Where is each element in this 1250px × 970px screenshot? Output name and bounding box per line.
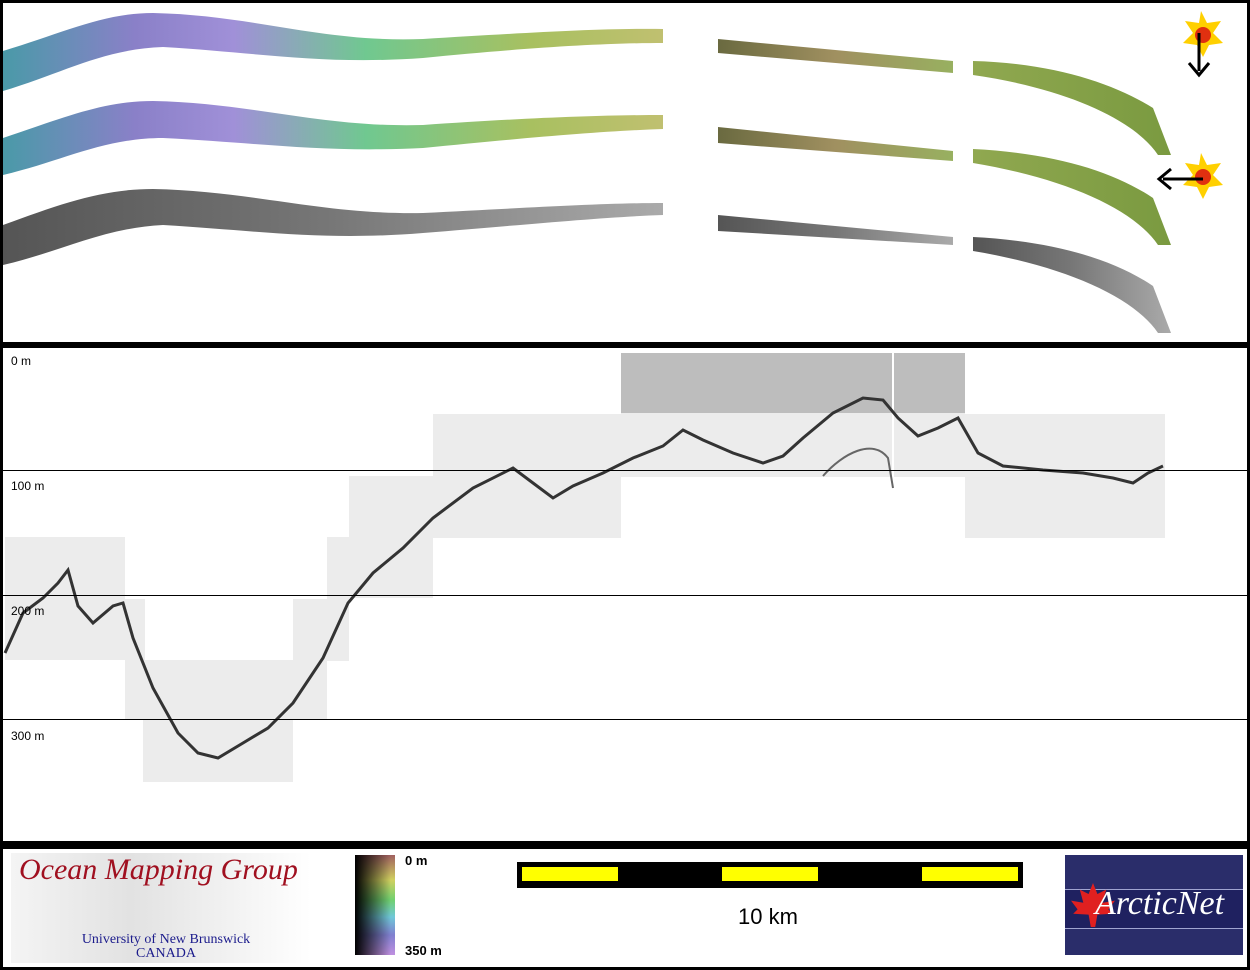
omg-logo-university: University of New Brunswick — [81, 932, 251, 947]
profile-swath-blocks — [5, 353, 1165, 782]
depth-colorbar — [355, 855, 395, 955]
subbottom-profile-panel: 0 m 100 m 200 m 300 m — [3, 348, 1247, 841]
strip-row-2 — [3, 101, 1171, 245]
depth-gridline-100 — [3, 470, 1247, 471]
ocean-mapping-group-logo: Ocean Mapping Group University of New Br… — [11, 853, 311, 963]
depth-label-0: 0 m — [11, 354, 32, 368]
depth-label-300: 300 m — [11, 729, 45, 743]
depth-gridline-300 — [3, 719, 1247, 720]
omg-logo-country: CANADA — [136, 946, 196, 961]
strip-row-1 — [3, 13, 1171, 155]
depth-gridline-200 — [3, 595, 1247, 596]
depth-label-100: 100 m — [11, 479, 45, 493]
sun-north-icon — [1183, 11, 1223, 78]
arcticnet-logo-text: ArcticNet — [1095, 885, 1225, 922]
sun-east-icon — [1156, 153, 1223, 199]
omg-logo-title: Ocean Mapping Group — [19, 853, 298, 886]
scale-bar — [517, 862, 1023, 888]
strips-svg — [3, 11, 1223, 333]
profile-svg — [3, 353, 1165, 782]
legend-panel: Ocean Mapping Group University of New Br… — [3, 849, 1247, 967]
colorbar-top-label: 0 m — [405, 853, 428, 868]
multibeam-strips-panel — [3, 3, 1247, 342]
colorbar-bottom-label: 350 m — [405, 943, 442, 958]
scale-bar-label: 10 km — [738, 904, 798, 929]
water-column-noise — [621, 353, 965, 413]
arcticnet-logo: ArcticNet — [1065, 855, 1243, 955]
strip-row-3-backscatter — [3, 189, 1171, 333]
depth-label-200: 200 m — [11, 604, 45, 618]
seabed-profile-line — [3, 396, 1164, 760]
